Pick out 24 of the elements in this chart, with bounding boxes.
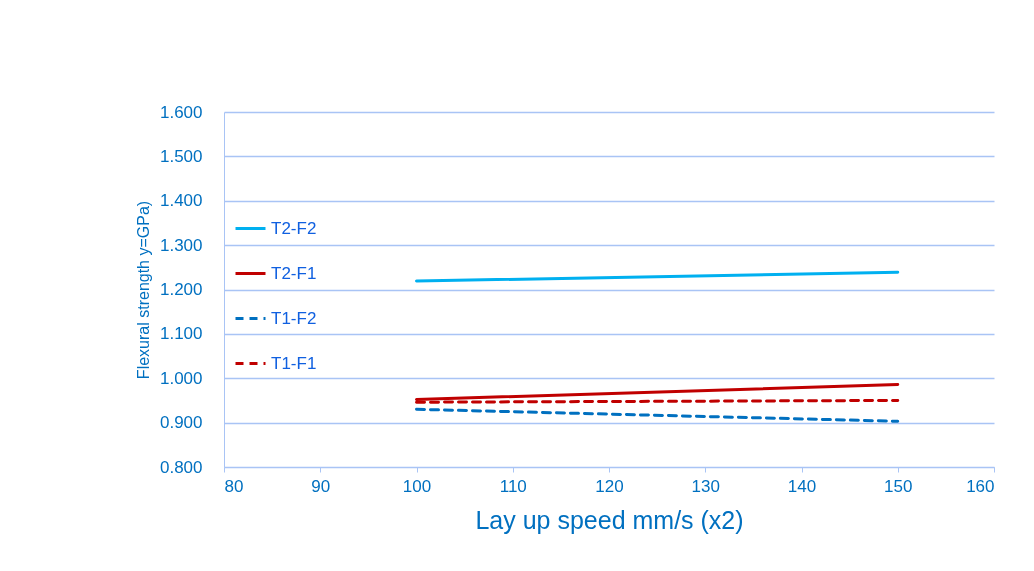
y-tick-label: 1.200 bbox=[159, 280, 203, 299]
y-tick-label: 1.400 bbox=[159, 191, 203, 211]
x-tick-label: 80 bbox=[224, 476, 244, 496]
legend-label: T1-F1 bbox=[271, 353, 317, 373]
legend-label: T1-F2 bbox=[271, 308, 317, 328]
x-tick-label: 160 bbox=[966, 476, 995, 496]
legend-label: T2-F2 bbox=[271, 218, 317, 238]
x-tick-label: 140 bbox=[787, 476, 817, 496]
legend-label: T2-F1 bbox=[271, 263, 317, 283]
x-tick-label: 110 bbox=[499, 476, 527, 496]
y-tick-label: 1.000 bbox=[159, 368, 203, 388]
x-tick-label: 120 bbox=[595, 476, 624, 496]
y-axis-title: Flexural strength y=GPa) bbox=[134, 200, 152, 380]
y-tick-label: 1.100 bbox=[159, 324, 203, 344]
y-tick-label: 0.900 bbox=[159, 413, 203, 433]
y-tick-label: 1.300 bbox=[159, 235, 203, 255]
y-tick-label: 1.600 bbox=[159, 102, 203, 122]
x-tick-label: 100 bbox=[402, 476, 432, 496]
x-tick-label: 130 bbox=[691, 476, 720, 496]
y-tick-label: 1.500 bbox=[159, 146, 203, 166]
x-axis-title: Lay up speed mm/s (x2) bbox=[475, 505, 744, 534]
y-tick-label: 0.800 bbox=[159, 457, 203, 477]
x-tick-label: 150 bbox=[884, 476, 913, 496]
x-tick-label: 90 bbox=[311, 476, 331, 496]
